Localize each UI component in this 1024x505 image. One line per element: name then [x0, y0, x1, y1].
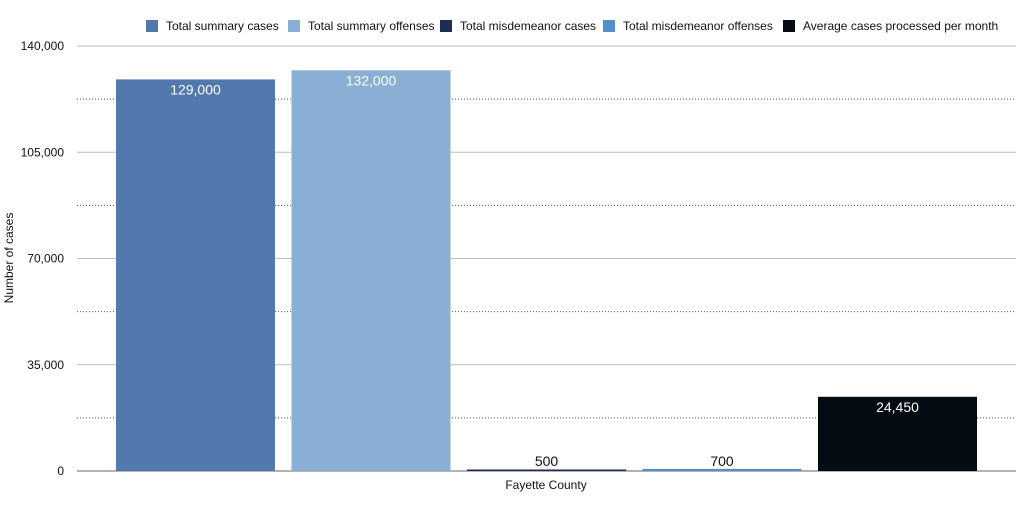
legend-item-5: Average cases processed per month [783, 19, 998, 33]
data-label-1: 129,000 [170, 81, 221, 97]
bar-1 [116, 79, 275, 472]
legend-label: Total misdemeanor offenses [623, 19, 773, 33]
legend-item-3: Total misdemeanor cases [440, 19, 596, 33]
y-axis-ticks: 0 35,000 70,000 105,000 140,000 [21, 39, 65, 478]
legend-swatch [440, 20, 452, 32]
y-tick-label: 0 [57, 464, 64, 478]
bar-4 [642, 468, 802, 471]
bar-5 [818, 396, 977, 471]
legend-item-2: Total summary offenses [288, 19, 435, 33]
y-tick-label: 105,000 [21, 145, 65, 159]
data-label-3: 500 [535, 453, 559, 469]
legend-label: Average cases processed per month [803, 19, 998, 33]
legend-swatch [288, 20, 300, 32]
bars [116, 70, 977, 472]
data-label-5: 24,450 [876, 399, 919, 415]
legend-swatch [146, 20, 158, 32]
data-labels: 129,000 132,000 500 700 24,450 [170, 72, 919, 469]
y-tick-label: 70,000 [27, 252, 64, 266]
legend-label: Total summary offenses [308, 19, 435, 33]
y-tick-label: 35,000 [27, 358, 64, 372]
legend-label: Total misdemeanor cases [460, 19, 596, 33]
legend-item-1: Total summary cases [146, 19, 279, 33]
y-tick-label: 140,000 [21, 39, 65, 53]
legend-swatch [783, 20, 795, 32]
legend: Total summary cases Total summary offense… [146, 19, 998, 33]
x-category-label: Fayette County [505, 478, 586, 492]
data-label-4: 700 [710, 453, 734, 469]
data-label-2: 132,000 [346, 72, 397, 88]
bar-3 [467, 469, 626, 471]
bar-2 [291, 70, 451, 472]
legend-item-4: Total misdemeanor offenses [603, 19, 773, 33]
legend-swatch [603, 20, 615, 32]
legend-label: Total summary cases [166, 19, 279, 33]
y-axis-title: Number of cases [2, 213, 16, 304]
